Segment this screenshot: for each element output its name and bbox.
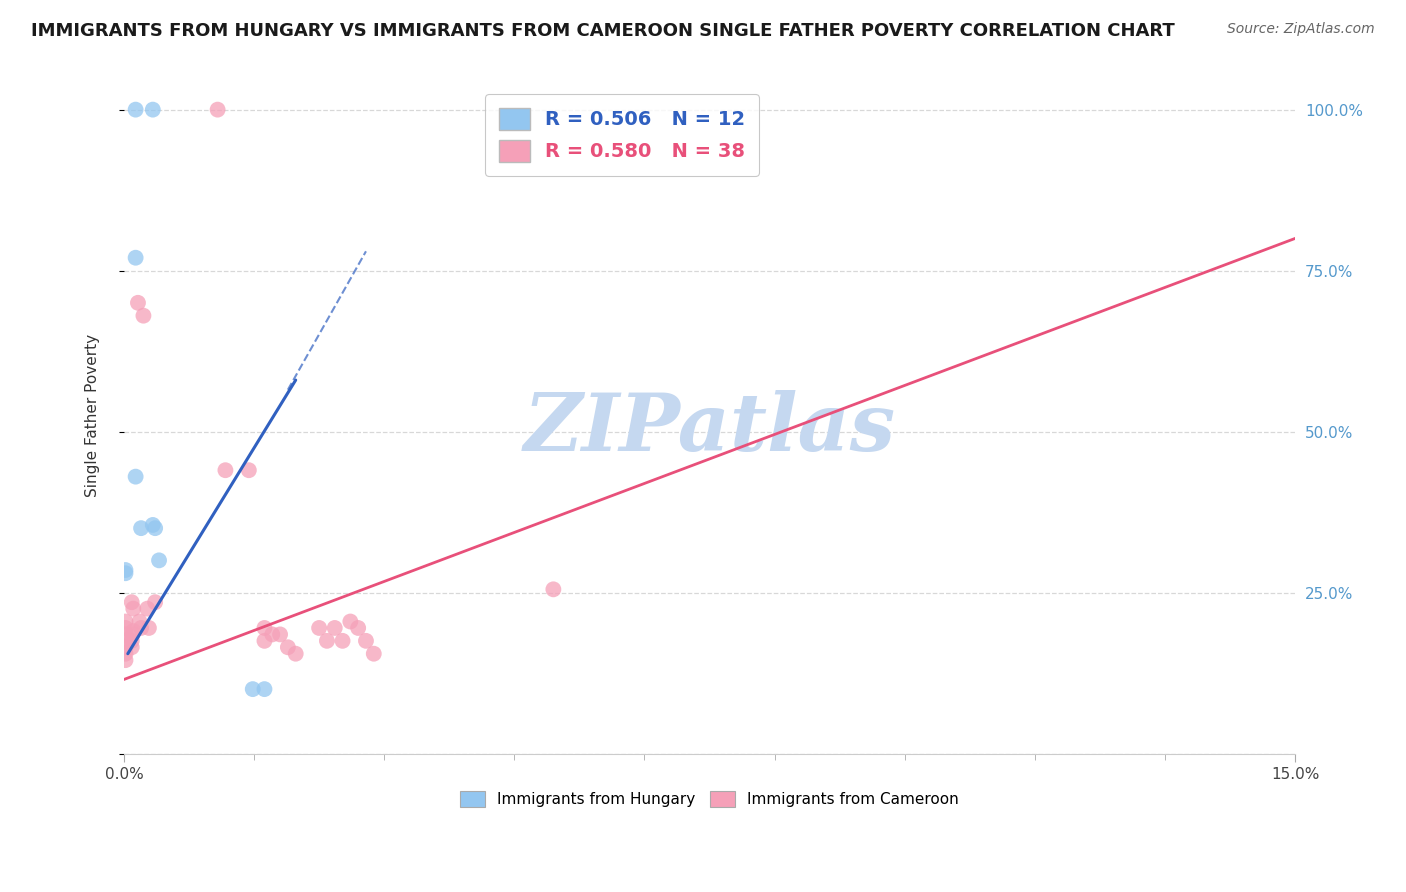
Point bbox=[124, 251, 146, 265]
Point bbox=[124, 103, 146, 117]
Point bbox=[242, 682, 264, 697]
Point bbox=[121, 627, 143, 641]
Point bbox=[114, 566, 136, 581]
Point bbox=[339, 615, 361, 629]
Point bbox=[129, 621, 152, 635]
Point bbox=[323, 621, 346, 635]
Point bbox=[132, 309, 155, 323]
Point bbox=[114, 627, 136, 641]
Point bbox=[316, 633, 339, 648]
Text: Source: ZipAtlas.com: Source: ZipAtlas.com bbox=[1227, 22, 1375, 37]
Legend: Immigrants from Hungary, Immigrants from Cameroon: Immigrants from Hungary, Immigrants from… bbox=[454, 785, 965, 814]
Point bbox=[354, 633, 377, 648]
Point bbox=[114, 633, 136, 648]
Point bbox=[284, 647, 307, 661]
Point bbox=[127, 295, 149, 310]
Point bbox=[121, 640, 143, 655]
Point bbox=[253, 682, 276, 697]
Point bbox=[332, 633, 354, 648]
Point bbox=[143, 521, 166, 535]
Point bbox=[121, 595, 143, 609]
Point bbox=[347, 621, 370, 635]
Point bbox=[253, 621, 276, 635]
Point bbox=[114, 640, 136, 655]
Point bbox=[121, 633, 143, 648]
Text: IMMIGRANTS FROM HUNGARY VS IMMIGRANTS FROM CAMEROON SINGLE FATHER POVERTY CORREL: IMMIGRANTS FROM HUNGARY VS IMMIGRANTS FR… bbox=[31, 22, 1174, 40]
Point bbox=[122, 624, 145, 639]
Point bbox=[114, 647, 136, 661]
Point bbox=[142, 517, 165, 532]
Point bbox=[363, 647, 385, 661]
Point bbox=[122, 601, 145, 615]
Point bbox=[148, 553, 170, 567]
Point bbox=[142, 103, 165, 117]
Point bbox=[253, 633, 276, 648]
Y-axis label: Single Father Poverty: Single Father Poverty bbox=[86, 334, 100, 497]
Point bbox=[277, 640, 299, 655]
Point bbox=[136, 601, 159, 615]
Point bbox=[114, 653, 136, 667]
Point bbox=[269, 627, 291, 641]
Point bbox=[124, 469, 146, 483]
Point bbox=[114, 563, 136, 577]
Point bbox=[308, 621, 330, 635]
Point bbox=[207, 103, 229, 117]
Point bbox=[114, 615, 136, 629]
Text: ZIPatlas: ZIPatlas bbox=[523, 390, 896, 467]
Point bbox=[238, 463, 260, 477]
Point bbox=[129, 521, 152, 535]
Point bbox=[114, 621, 136, 635]
Point bbox=[214, 463, 236, 477]
Point bbox=[138, 621, 160, 635]
Point bbox=[262, 627, 284, 641]
Point bbox=[128, 615, 150, 629]
Point bbox=[543, 582, 565, 597]
Point bbox=[143, 595, 166, 609]
